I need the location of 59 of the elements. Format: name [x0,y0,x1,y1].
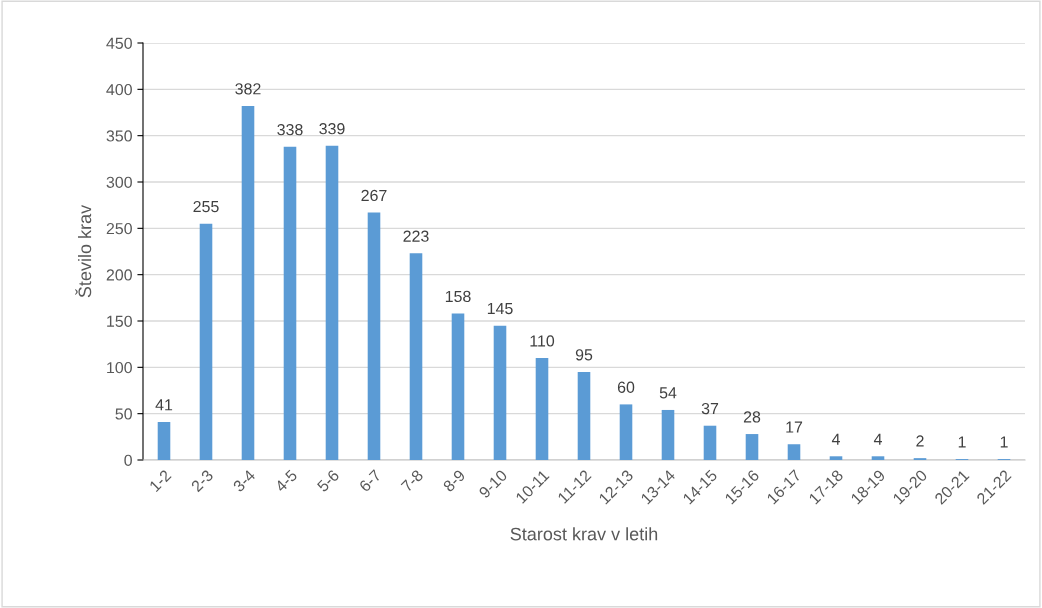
x-tick-label: 4-5 [274,469,298,493]
data-label: 110 [530,335,555,347]
x-tick-label: 8-9 [442,469,466,493]
bar [451,313,465,460]
x-tick-label: 7-8 [400,469,424,493]
data-label: 267 [361,189,387,202]
data-label: 2 [916,435,924,447]
bar [661,409,675,460]
x-axis-title: Starost krav v letih [510,527,658,541]
y-tick-label: 300 [106,176,132,188]
bar [325,145,339,460]
x-tick-label: 3-4 [232,468,256,493]
data-label: 1 [1000,436,1008,448]
data-label: 158 [445,290,471,303]
y-tick-label: 50 [115,408,132,420]
x-tick-label: 6-7 [358,469,382,493]
x-tick-label: 5-6 [316,469,340,493]
y-tick-label: 450 [106,37,132,49]
data-label: 17 [786,421,803,433]
bar [535,358,549,460]
bar [577,371,591,460]
bar [493,325,507,460]
bar [409,253,423,460]
bar [199,223,213,460]
data-label: 382 [235,83,261,95]
data-label: 255 [193,200,219,213]
data-label: 223 [403,230,429,242]
bar [829,456,843,460]
data-label: 41 [155,399,173,411]
y-tick-label: 350 [106,130,132,142]
y-tick-label: 400 [106,83,132,96]
y-tick-label: 0 [124,454,132,466]
data-label: 4 [831,433,840,445]
data-label: 28 [743,411,761,423]
x-tick-label: 2-3 [190,469,214,493]
data-label: 37 [701,402,719,415]
y-tick-label: 150 [107,315,132,327]
data-label: 339 [319,123,345,135]
bar [745,434,759,460]
y-tick-label: 200 [106,269,132,281]
data-label: 95 [575,349,593,361]
data-label: 60 [617,381,635,393]
data-label: 145 [487,303,513,315]
bar [619,404,633,460]
bar [283,146,297,460]
bar [367,212,381,460]
bar [871,456,885,460]
bar [703,425,717,460]
bar [157,422,171,460]
data-label: 4 [873,433,882,445]
data-label: 54 [659,387,677,399]
y-tick-label: 100 [107,361,132,374]
y-axis-title: Število krav [75,204,92,298]
bar [787,444,801,460]
data-label: 1 [958,436,966,448]
x-tick-label: 1-2 [148,469,172,492]
data-label: 338 [277,123,303,136]
y-tick-label: 250 [106,222,132,235]
bar [241,106,255,460]
